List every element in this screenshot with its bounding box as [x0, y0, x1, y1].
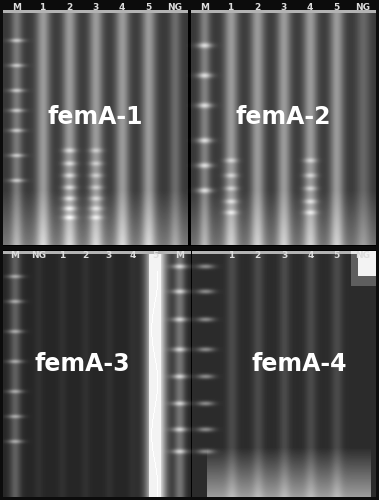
Text: femA-2: femA-2 — [236, 106, 331, 130]
Text: 5: 5 — [153, 252, 159, 260]
Text: NG: NG — [355, 4, 370, 13]
Text: 3: 3 — [106, 252, 112, 260]
Text: 2: 2 — [254, 4, 260, 13]
Text: 3: 3 — [92, 4, 99, 13]
Text: 4: 4 — [129, 252, 135, 260]
Text: 1: 1 — [59, 252, 65, 260]
Text: femA-3: femA-3 — [34, 352, 130, 376]
Text: 5: 5 — [334, 252, 340, 260]
Text: femA-4: femA-4 — [251, 352, 347, 376]
Text: 1: 1 — [39, 4, 46, 13]
Text: femA-1: femA-1 — [48, 106, 143, 130]
Text: M: M — [200, 4, 209, 13]
Text: NG: NG — [356, 252, 370, 260]
Text: 4: 4 — [307, 252, 313, 260]
Text: 2: 2 — [66, 4, 72, 13]
Text: 2: 2 — [82, 252, 88, 260]
Text: 4: 4 — [119, 4, 125, 13]
Text: M: M — [12, 4, 21, 13]
Text: 5: 5 — [333, 4, 340, 13]
Text: 4: 4 — [307, 4, 313, 13]
Text: 2: 2 — [255, 252, 261, 260]
Text: NG: NG — [167, 4, 182, 13]
Text: M: M — [10, 252, 19, 260]
Text: M: M — [175, 252, 184, 260]
Text: 3: 3 — [280, 4, 287, 13]
Text: 1: 1 — [228, 252, 235, 260]
Text: 3: 3 — [281, 252, 287, 260]
Text: NG: NG — [31, 252, 46, 260]
Text: 1: 1 — [227, 4, 234, 13]
Text: 5: 5 — [145, 4, 152, 13]
